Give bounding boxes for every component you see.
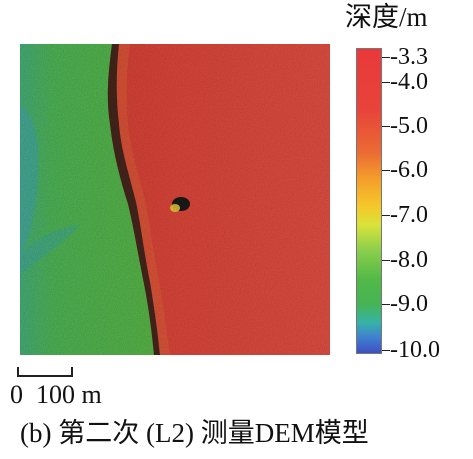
dem-map <box>20 44 330 355</box>
legend-tick <box>382 170 390 171</box>
legend-tick <box>382 82 390 83</box>
scale-bar-label: 0 100 m <box>10 380 102 409</box>
legend-tick <box>382 215 390 216</box>
dem-texture <box>20 44 330 355</box>
legend-title: 深度/m <box>345 2 428 32</box>
legend-tick <box>382 350 390 351</box>
legend-tick-label: -6.0 <box>390 157 428 183</box>
legend-colorbar <box>356 48 382 354</box>
figure-caption: (b) 第二次 (L2) 测量DEM模型 <box>20 418 369 448</box>
scale-bar <box>17 367 73 377</box>
legend-tick <box>382 126 390 127</box>
legend-tick-label: -9.0 <box>390 291 428 317</box>
legend-tick <box>382 57 390 58</box>
legend-tick <box>382 304 390 305</box>
legend-tick <box>382 260 390 261</box>
legend-tick-label: -5.0 <box>390 113 428 139</box>
legend-tick-label: -4.0 <box>390 69 428 95</box>
legend-tick-label: -8.0 <box>390 247 428 273</box>
legend-tick-label: -3.3 <box>390 44 428 70</box>
legend-tick-label: -10.0 <box>390 337 440 363</box>
legend-tick-label: -7.0 <box>390 202 428 228</box>
